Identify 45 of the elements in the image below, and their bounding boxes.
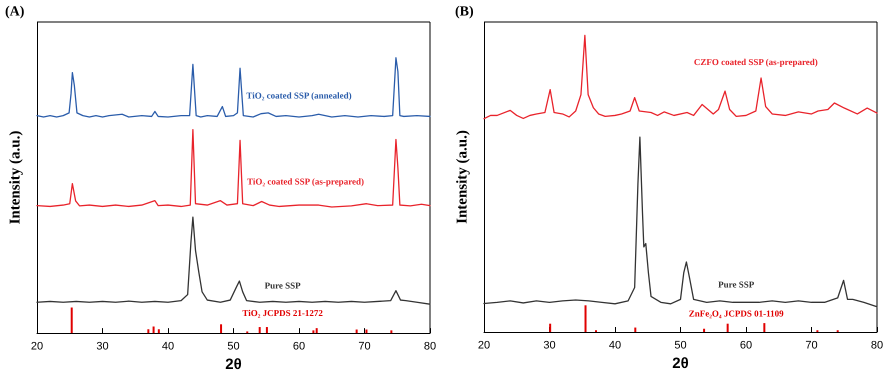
bar — [356, 330, 358, 334]
series-label: Pure SSP — [264, 280, 302, 291]
y-axis-title: Intensity (a.u.) — [8, 130, 24, 224]
bar — [549, 324, 552, 332]
x-tick-label: 20 — [30, 340, 44, 353]
chart-title: (A) — [5, 4, 25, 20]
series-label: ZnFe₂O₄ JCPDS 01-1109 — [688, 308, 784, 319]
x-axis-title: 2θ — [225, 356, 242, 373]
series-label: TiO₂ coated SSP (as-prepared) — [247, 176, 364, 186]
series-label: Pure SSP — [718, 280, 755, 290]
bar — [390, 330, 392, 334]
bar — [365, 330, 368, 334]
bar — [152, 326, 155, 334]
x-tick-label: 60 — [292, 340, 306, 353]
bar — [70, 307, 73, 334]
y-axis-title: Intensity (a.u.) — [454, 130, 470, 224]
bar — [763, 323, 766, 332]
x-tick-label: 70 — [358, 340, 371, 353]
bar — [147, 329, 150, 334]
x-tick-label: 40 — [608, 340, 622, 352]
bar — [703, 328, 706, 332]
bar — [266, 327, 268, 334]
series-label: TiO₂ coated SSP (annealed) — [246, 90, 352, 101]
bar — [258, 327, 261, 334]
x-tick-label: 30 — [543, 340, 556, 352]
bar — [634, 328, 636, 332]
x-tick-label: 80 — [424, 340, 436, 353]
bar — [316, 328, 318, 334]
x-tick-label: 40 — [162, 340, 174, 353]
x-tick-label: 50 — [227, 340, 240, 353]
x-tick-label: 70 — [805, 340, 818, 352]
x-tick-label: 50 — [674, 340, 687, 352]
bar — [584, 305, 587, 332]
series-label: CZFO coated SSP (as-prepared) — [694, 57, 818, 68]
chart-title: (B) — [455, 4, 474, 20]
x-tick-label: 60 — [740, 340, 752, 352]
x-tick-label: 80 — [870, 340, 884, 352]
bar — [158, 329, 160, 334]
bar — [726, 324, 729, 332]
series-label: TiO₂ JCPDS 21-1272 — [242, 308, 324, 318]
x-tick-label: 30 — [96, 340, 109, 353]
x-tick-label: 20 — [478, 340, 490, 352]
x-axis-title: 2θ — [672, 354, 689, 372]
bar — [220, 324, 222, 334]
bar — [312, 330, 314, 334]
